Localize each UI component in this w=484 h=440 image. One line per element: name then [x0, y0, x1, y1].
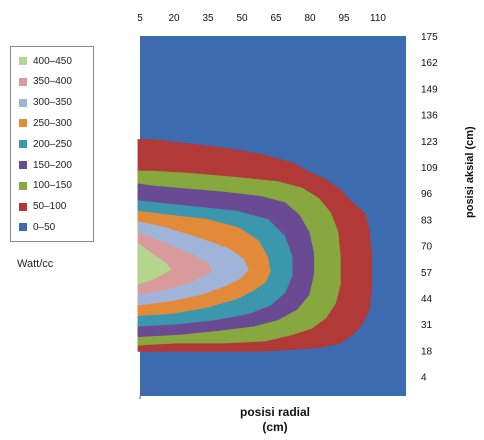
y-tick-label: 4	[421, 373, 427, 384]
y-tick-labels: 175 162 149 136 123 109 96 83 70 57 44 31 18 4	[421, 32, 438, 384]
legend-label: 100–150	[33, 180, 72, 192]
legend-swatch	[19, 202, 27, 211]
y-tick-label: 162	[421, 58, 438, 69]
legend-label: 50–100	[33, 201, 67, 213]
legend-item: 0–50	[19, 219, 55, 235]
y-tick-label: 31	[421, 320, 433, 331]
y-tick-label: 123	[421, 137, 438, 148]
unit-label: Watt/cc	[17, 258, 54, 270]
y-tick-label: 70	[421, 242, 433, 253]
legend-swatch	[19, 77, 27, 86]
x-axis-label-line-2: (cm)	[262, 420, 288, 434]
legend-item: 50–100	[19, 199, 66, 215]
legend-swatch	[19, 161, 27, 169]
y-tick-label: 149	[421, 84, 438, 95]
legend-item: 350–400	[19, 74, 72, 90]
contour-region-350-400	[137, 231, 213, 295]
legend-label: 150–200	[33, 159, 72, 171]
legend-swatch	[19, 223, 27, 232]
x-tick-label: 20	[168, 13, 180, 24]
legend-item: 150–200	[19, 157, 72, 173]
legend: 400–450 350–400 300–350 250–300 200–250 150–2…	[10, 46, 94, 242]
legend-label: 250–300	[33, 117, 72, 129]
legend-label: 200–250	[33, 138, 72, 150]
legend-item: 250–300	[19, 115, 72, 131]
legend-swatch	[19, 119, 27, 128]
y-tick-label: 83	[421, 215, 433, 226]
x-axis-label-line-1: posisi radial	[239, 405, 311, 419]
legend-swatch	[19, 98, 27, 107]
y-tick-label: 175	[421, 32, 438, 43]
x-tick-label: 35	[202, 13, 214, 24]
y-tick-label: 18	[421, 346, 433, 357]
y-tick-label: 57	[421, 268, 433, 279]
contour-regions	[137, 139, 373, 352]
y-axis-label: posisi aksial (cm)	[464, 126, 476, 218]
x-tick-labels: 5 20 35 50 65 80 95 110	[137, 13, 386, 24]
legend-label: 350–400	[33, 76, 72, 88]
legend-item: 100–150	[19, 178, 72, 194]
legend-item: 300–350	[19, 95, 72, 111]
x-tick-label: 5	[137, 13, 143, 24]
x-tick-label: 80	[304, 13, 316, 24]
x-axis-label: posisi radial (cm)	[220, 405, 330, 435]
x-tick-label: 110	[370, 13, 386, 24]
y-tick-label: 44	[421, 294, 433, 305]
legend-swatch	[19, 57, 27, 65]
y-tick-label: 109	[421, 163, 438, 174]
legend-label: 400–450	[33, 55, 72, 67]
contour-region-400-450	[137, 242, 172, 285]
legend-label: 0–50	[33, 221, 56, 233]
legend-label: 300–350	[33, 97, 72, 109]
legend-item: 200–250	[19, 136, 72, 152]
legend-swatch	[19, 140, 27, 149]
x-tick-label: 65	[270, 13, 282, 24]
legend-item: 400–450	[19, 53, 72, 69]
x-tick-label: 50	[236, 13, 248, 24]
y-tick-label: 96	[421, 189, 433, 200]
x-tick-label: 95	[338, 13, 350, 24]
y-tick-label: 136	[421, 111, 438, 122]
legend-swatch	[19, 181, 27, 190]
